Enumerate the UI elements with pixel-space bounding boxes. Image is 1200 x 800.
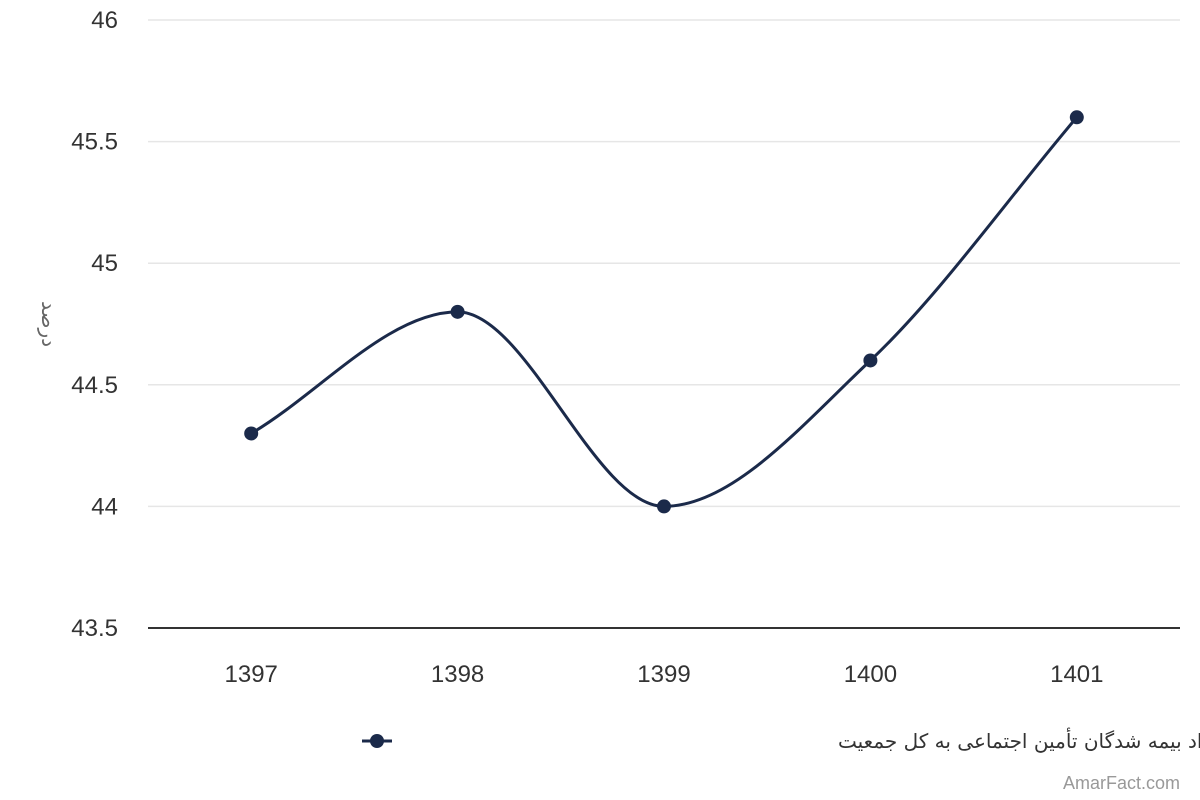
data-point-1398[interactable] [450,304,465,319]
legend[interactable]: نسبت تعداد بیمه شدگان تأمین اجتماعی به ک… [362,727,1200,753]
legend-marker [370,734,384,748]
data-point-1400[interactable] [863,353,878,368]
x-tick-label: 1399 [637,661,690,688]
x-tick-label: 1400 [844,661,897,688]
x-tick-label: 1398 [431,661,484,688]
y-tick-label: 44.5 [71,372,118,399]
y-axis-ticks: 43.5 44 44.5 45 45.5 46 [71,7,118,642]
credit-watermark[interactable]: AmarFact.com [1062,773,1180,793]
x-axis-ticks: 1397 1398 1399 1400 1401 [225,661,1104,688]
y-tick-label: 46 [91,7,118,34]
series-layer [244,110,1084,514]
y-tick-label: 45 [91,250,118,277]
data-point-1397[interactable] [244,426,259,441]
y-axis-label: درصد [37,301,61,347]
x-tick-label: 1401 [1050,661,1103,688]
y-tick-label: 43.5 [71,615,118,642]
x-tick-label: 1397 [225,661,278,688]
legend-label: نسبت تعداد بیمه شدگان تأمین اجتماعی به ک… [838,727,1200,753]
series-line [249,115,1079,508]
y-tick-label: 44 [91,493,118,520]
data-point-1399[interactable] [657,499,671,514]
y-tick-label: 45.5 [71,129,118,156]
gridlines [148,19,1180,508]
data-point-1401[interactable] [1069,110,1084,125]
